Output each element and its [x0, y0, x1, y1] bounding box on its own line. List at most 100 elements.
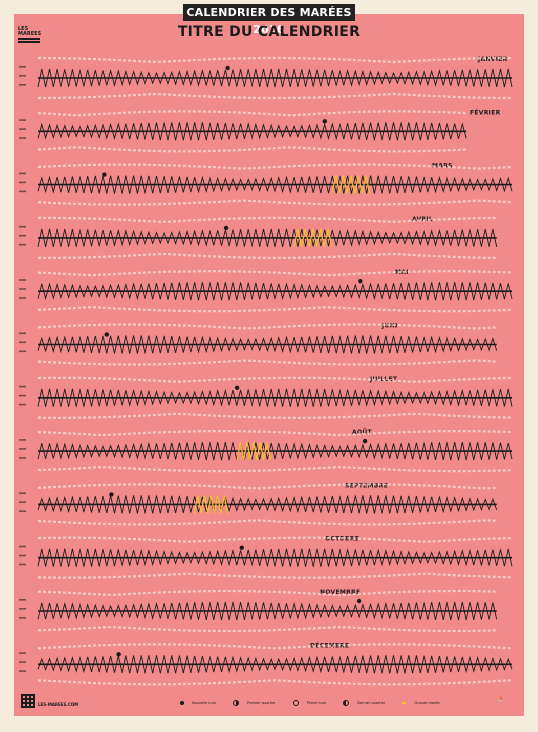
tide-time-labels [38, 92, 512, 100]
spring-tide-icon [402, 702, 407, 704]
row-side-marker [19, 385, 26, 388]
tide-wave [37, 655, 513, 674]
month-row-8: AOÛT [19, 429, 513, 473]
month-row-4: AVRIL [19, 216, 498, 259]
new-moon-icon [109, 492, 114, 497]
tide-wave [37, 442, 513, 461]
tide-wave [37, 175, 513, 194]
row-side-marker [19, 510, 26, 512]
row-side-marker [19, 75, 26, 77]
tide-time-labels [37, 572, 513, 579]
row-side-marker [19, 554, 26, 557]
tide-wave [37, 388, 513, 407]
legend-item-spring-tide: Grande marée [402, 701, 447, 705]
month-label: NOVEMBRE [320, 589, 360, 596]
tide-time-labels [37, 430, 513, 437]
row-side-marker [19, 501, 26, 503]
row-side-marker [19, 457, 26, 459]
tide-time-labels [37, 376, 513, 383]
row-side-marker [19, 563, 26, 566]
tide-time-labels [37, 323, 497, 330]
month-label: MARS [432, 163, 453, 170]
tide-time-labels [37, 110, 467, 117]
row-side-marker [19, 652, 26, 654]
row-side-marker [19, 599, 26, 601]
row-side-marker [19, 448, 26, 450]
row-side-marker [19, 243, 26, 246]
tide-time-labels [37, 679, 513, 686]
tide-time-labels [37, 536, 513, 543]
logo-text-line2: MAREES [18, 31, 42, 37]
tide-time-labels [37, 306, 513, 313]
legend-item-new-moon: Nouvelle lune [180, 701, 224, 705]
row-side-marker [19, 403, 26, 406]
month-label: OCTOBRE [325, 536, 359, 543]
legend: Nouvelle lune Premier quartier Pleine lu… [180, 700, 456, 706]
new-moon-icon [322, 119, 327, 124]
new-moon-icon [362, 438, 368, 444]
month-row-3: MARS [19, 163, 513, 206]
month-row-10: OCTOBRE [19, 536, 513, 579]
qr-code-icon[interactable] [21, 694, 35, 708]
new-moon-icon [356, 598, 362, 604]
month-label: AOÛT [352, 429, 373, 436]
new-moon-icon [102, 172, 107, 177]
calendar-banner: CALENDRIER DES MARÉES 2026 [183, 4, 355, 36]
tide-wave [37, 495, 498, 514]
tide-wave [37, 228, 498, 248]
row-side-marker [19, 608, 26, 610]
month-row-1: JANVIER [19, 56, 513, 100]
tide-time-labels [37, 163, 513, 170]
publisher-mark-icon: ⛵ [497, 696, 504, 702]
spring-tide-highlight [236, 441, 271, 461]
tide-time-labels [37, 359, 497, 366]
tide-wave [37, 601, 498, 621]
website-link[interactable]: LES-MAREES.COM [38, 702, 79, 707]
row-side-marker [19, 341, 26, 344]
row-side-marker [19, 332, 26, 335]
row-side-marker [19, 661, 26, 663]
row-side-marker [19, 617, 26, 619]
spring-tide-highlight [293, 228, 333, 248]
tide-wave [37, 548, 513, 567]
tide-time-labels [37, 483, 497, 490]
month-row-2: FÉVRIER [19, 108, 500, 153]
row-side-marker [19, 350, 26, 353]
first-quarter-icon [233, 700, 240, 706]
row-side-marker [19, 119, 26, 121]
row-side-marker [19, 394, 26, 397]
row-side-marker [19, 66, 26, 68]
row-side-marker [19, 279, 26, 281]
tide-wave [37, 68, 513, 88]
tide-time-labels [37, 589, 497, 596]
new-moon-icon [358, 279, 363, 284]
row-side-marker [19, 288, 26, 290]
row-side-marker [19, 137, 26, 139]
row-side-marker [19, 492, 26, 494]
row-side-marker [19, 545, 26, 548]
last-quarter-icon [343, 700, 350, 706]
spring-tide-highlight [193, 495, 229, 514]
new-moon-icon [239, 545, 244, 550]
new-moon-icon [180, 701, 184, 705]
row-side-marker [19, 670, 26, 672]
tide-time-labels [38, 56, 512, 64]
month-row-12: DÉCEMBRE [19, 641, 513, 686]
month-label: SEPTEMBRE [345, 482, 388, 489]
row-side-marker [19, 84, 26, 86]
tide-wave [37, 282, 513, 301]
month-label: AVRIL [412, 216, 433, 223]
month-row-5: MAI [19, 269, 513, 313]
spring-tide-highlight [331, 175, 371, 194]
new-moon-icon [223, 225, 229, 231]
tide-wave [37, 335, 498, 354]
calendar-title: TITRE DU CALENDRIER [177, 24, 361, 40]
new-moon-icon [225, 65, 230, 71]
month-row-11: NOVEMBRE [19, 589, 498, 633]
new-moon-icon [116, 652, 121, 657]
month-row-6: JUIN [19, 323, 498, 366]
tide-wave [37, 122, 467, 141]
row-side-marker [19, 225, 26, 228]
legend-item-last-quarter: Dernier quartier [343, 700, 393, 706]
brand-logo: LES MAREES [18, 27, 42, 43]
